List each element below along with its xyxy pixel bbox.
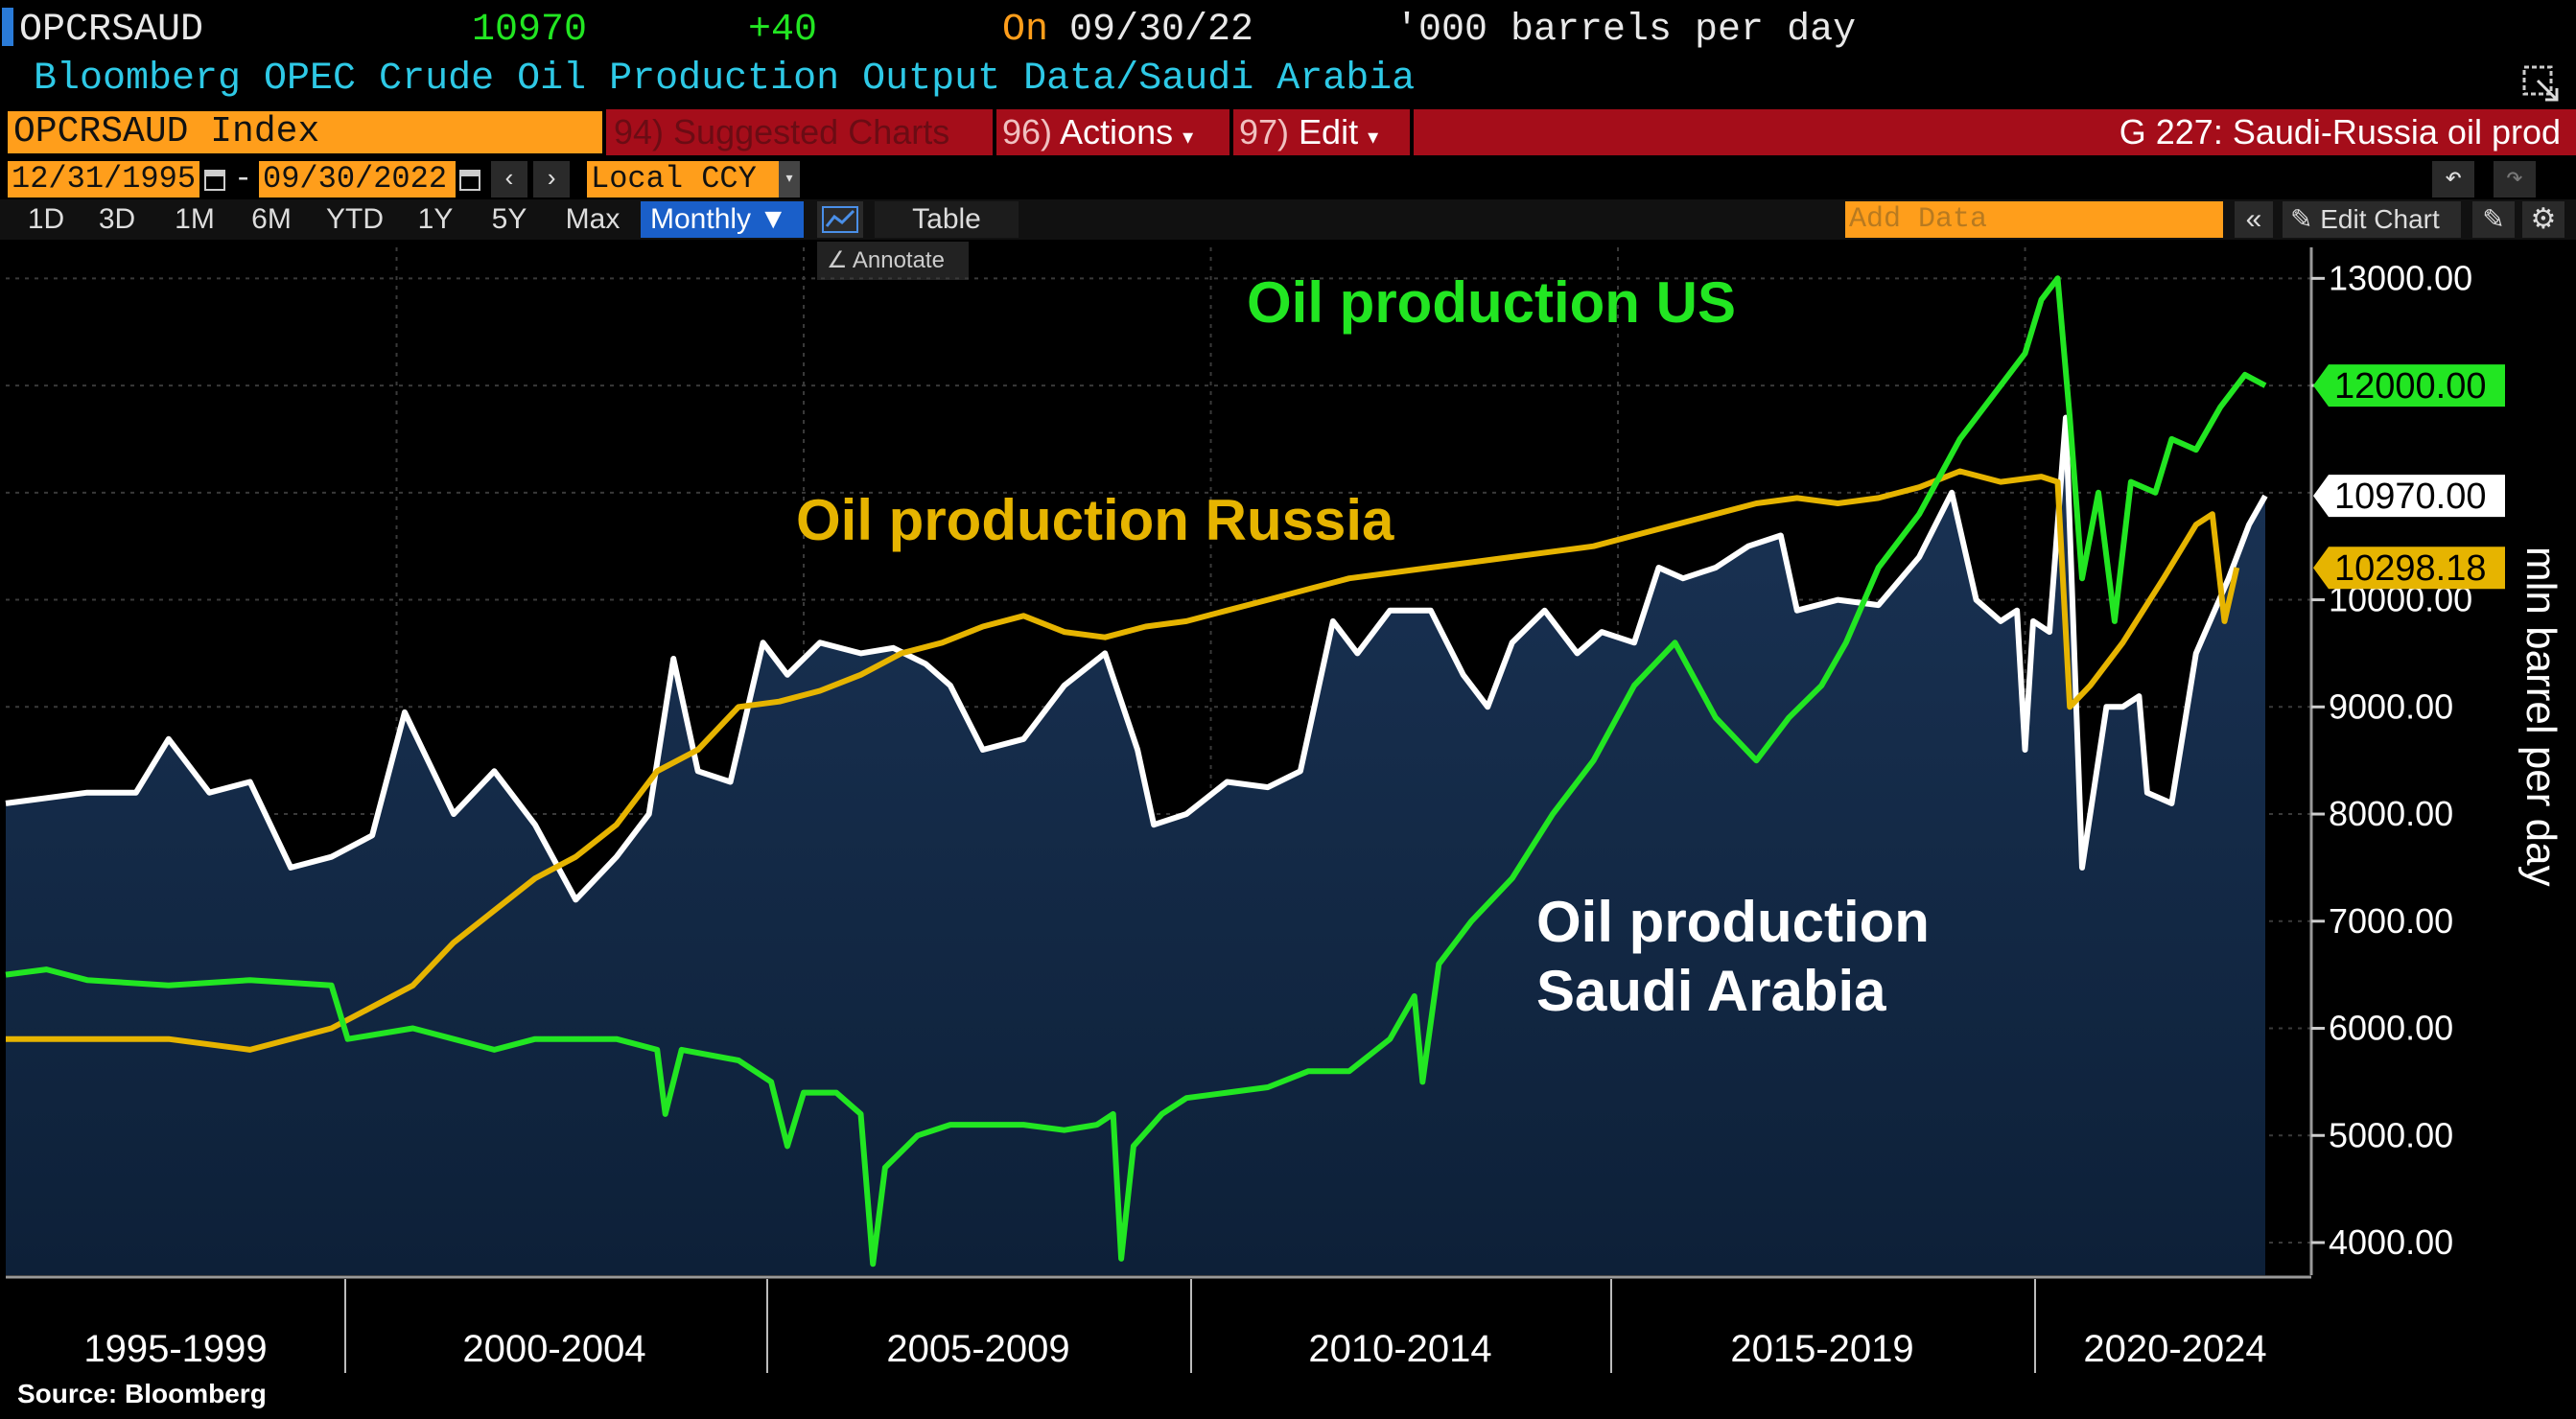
actions-num: 96): [1002, 112, 1053, 151]
menu-divider: [993, 109, 996, 155]
description-row: Bloomberg OPEC Crude Oil Production Outp…: [0, 56, 2576, 104]
date-range-row: 12/31/1995 - 09/30/2022 ‹ › Local CCY ▾ …: [0, 159, 2576, 199]
menu-divider: [1229, 109, 1233, 155]
chevron-down-icon: ▾: [1183, 125, 1194, 149]
add-data-input[interactable]: Add Data: [1845, 201, 2223, 238]
units-label: '000 barrels per day: [1395, 9, 1857, 52]
y-axis: 4000.00 5000.00 6000.00 7000.00 8000.00 9000.…: [2309, 247, 2564, 1275]
y-tick-label: 6000.00: [2329, 1009, 2453, 1048]
chevron-down-icon[interactable]: ▾: [779, 161, 800, 198]
saudi-line: [5, 414, 2268, 903]
period-ytd[interactable]: YTD: [326, 203, 384, 235]
collapse-icon[interactable]: «: [2235, 201, 2273, 238]
y-tick-label: 4000.00: [2329, 1222, 2453, 1262]
y-tick-label: 7000.00: [2329, 901, 2453, 941]
chevron-down-icon: ▾: [1368, 125, 1379, 149]
ticker: OPCRSAUD: [19, 9, 204, 52]
us-last-value-label: 12000.00: [2334, 366, 2487, 407]
prev-period-button[interactable]: ‹: [491, 161, 527, 198]
us-annotation: Oil production US: [1247, 270, 1736, 335]
calendar-icon[interactable]: [458, 165, 481, 194]
y-tick-label: 13000.00: [2329, 258, 2472, 297]
y-axis-title: mln barrel per day: [2517, 547, 2564, 887]
x-period-label: 2010-2014: [1308, 1328, 1491, 1370]
line-chart-icon[interactable]: [817, 201, 863, 238]
edit-series-icon[interactable]: ✎: [2472, 201, 2515, 238]
security-field[interactable]: OPCRSAUD Index: [8, 111, 602, 153]
change: +40: [748, 9, 818, 52]
actions-label: Actions: [1060, 112, 1174, 151]
saudi-annotation-line1: Oil production: [1536, 890, 1930, 954]
russia-last-value-bg: [2313, 547, 2505, 590]
us-last-value-bg: [2313, 364, 2505, 407]
chart-toolbar: 1D 3D 1M 6M YTD 1Y 5Y Max Monthly ▼ Tabl…: [0, 199, 2576, 280]
ticker-marker: [2, 8, 13, 46]
suggested-num: 94): [614, 112, 665, 151]
gear-icon[interactable]: ⚙: [2522, 201, 2564, 238]
last-value: 10970: [472, 9, 588, 52]
end-date-input[interactable]: 09/30/2022: [259, 161, 456, 198]
period-1y[interactable]: 1Y: [417, 203, 454, 235]
x-period-label: 2015-2019: [1730, 1328, 1913, 1370]
russia-annotation: Oil production Russia: [796, 488, 1394, 552]
russia-last-value-label: 10298.18: [2334, 548, 2487, 589]
period-6m[interactable]: 6M: [251, 203, 292, 235]
y-tick-label: 5000.00: [2329, 1115, 2453, 1154]
x-period-label: 2005-2009: [886, 1328, 1069, 1370]
x-period-label: 1995-1999: [83, 1328, 267, 1370]
currency-select[interactable]: Local CCY: [587, 161, 779, 198]
x-axis: 1995-1999 2000-2004 2005-2009 2010-2014 2015…: [6, 1275, 2311, 1373]
saudi-annotation-line2: Saudi Arabia: [1536, 959, 1886, 1023]
frequency-label: Monthly: [650, 203, 752, 235]
header-row: OPCRSAUD 10970 +40 On 09/30/22 '000 barr…: [0, 0, 2576, 61]
suggested-label: Suggested Charts: [673, 112, 950, 151]
russia-line: [6, 468, 2240, 1053]
saudi-last-value-bg: [2313, 475, 2505, 518]
y-tick-label: 9000.00: [2329, 686, 2453, 726]
actions-menu[interactable]: 96) Actions ▾: [1002, 109, 1228, 155]
undo-icon[interactable]: ↶: [2432, 161, 2474, 198]
menu-strip: [606, 109, 2576, 155]
edit-chart-label: Edit Chart: [2320, 204, 2440, 234]
saudi-last-value-label: 10970.00: [2334, 477, 2487, 517]
table-tab[interactable]: Table: [875, 201, 1019, 238]
redo-icon[interactable]: ↷: [2494, 161, 2536, 198]
range-dash: -: [234, 161, 253, 197]
period-1d[interactable]: 1D: [27, 203, 65, 235]
chart-title: G 227: Saudi-Russia oil prod: [2119, 112, 2561, 151]
calendar-icon[interactable]: [203, 165, 226, 194]
period-5y[interactable]: 5Y: [491, 203, 527, 235]
popout-icon[interactable]: [2520, 61, 2563, 104]
y-tick-label: 8000.00: [2329, 794, 2453, 833]
security-description: Bloomberg OPEC Crude Oil Production Outp…: [34, 58, 1416, 101]
menu-bar: OPCRSAUD Index 94) Suggested Charts 96) …: [0, 107, 2576, 157]
x-period-label: 2020-2024: [2083, 1328, 2266, 1370]
saudi-area: [6, 417, 2265, 1276]
edit-menu[interactable]: 97) Edit ▾: [1239, 109, 1412, 155]
source-note: Source: Bloomberg: [17, 1379, 267, 1408]
chevron-down-icon: ▼: [759, 203, 788, 235]
period-1m[interactable]: 1M: [175, 203, 215, 235]
menu-divider: [1410, 109, 1414, 155]
annotate-label: Annotate: [852, 247, 945, 273]
edit-label: Edit: [1299, 112, 1359, 151]
next-period-button[interactable]: ›: [533, 161, 570, 198]
us-line: [5, 275, 2267, 1268]
period-max[interactable]: Max: [565, 203, 621, 235]
annotate-button[interactable]: ∠ Annotate: [817, 242, 969, 280]
start-date-input[interactable]: 12/31/1995: [8, 161, 199, 198]
as-of-date: 09/30/22: [1069, 9, 1254, 52]
period-3d[interactable]: 3D: [98, 203, 136, 235]
suggested-charts-menu[interactable]: 94) Suggested Charts: [614, 109, 993, 155]
edit-num: 97): [1239, 112, 1290, 151]
frequency-select[interactable]: Monthly ▼: [641, 201, 804, 238]
edit-chart-button[interactable]: ✎ Edit Chart: [2283, 201, 2461, 238]
pencil-icon: ∠: [827, 247, 848, 273]
chart-area[interactable]: 4000.00 5000.00 6000.00 7000.00 8000.00 9000.…: [0, 240, 2576, 1376]
x-period-label: 2000-2004: [462, 1328, 645, 1370]
pencil-icon: ✎: [2290, 204, 2313, 234]
on-label: On: [1002, 9, 1049, 52]
